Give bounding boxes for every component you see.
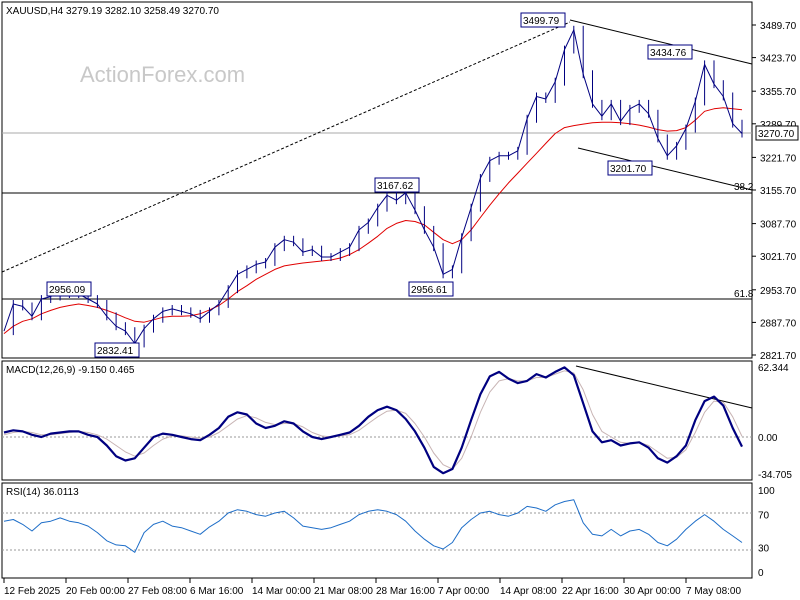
macd-y-tick-label: -34.705	[758, 470, 792, 481]
x-tick-label: 7 May 08:00	[686, 586, 741, 597]
rsi-series	[3, 499, 743, 553]
svg-text:3167.62: 3167.62	[377, 181, 414, 192]
price-y-tick-label: 2953.70	[760, 286, 797, 297]
macd-y-tick-label: 0.00	[758, 433, 778, 444]
macd-divergence-line	[575, 365, 753, 409]
macd-signal-line	[3, 370, 743, 470]
price-y-tick-label: 3155.70	[760, 186, 797, 197]
price-y-tick-label: 3289.70	[760, 120, 797, 131]
svg-text:3201.70: 3201.70	[610, 164, 647, 175]
x-tick-label: 21 Mar 08:00	[314, 586, 373, 597]
rsi-y-tick-label: 100	[758, 486, 775, 497]
macd-y-axis: 62.344 0.00 -34.705	[758, 363, 792, 481]
price-y-tick-label: 3087.70	[760, 220, 797, 231]
x-tick-label: 7 Apr 00:00	[438, 586, 490, 597]
x-tick-label: 30 Apr 00:00	[624, 586, 681, 597]
price-y-tick-label: 2887.70	[760, 318, 797, 329]
macd-line	[3, 366, 743, 475]
watermark: ActionForex.com	[80, 62, 245, 87]
x-axis: 12 Feb 2025 20 Feb 00:00 27 Feb 08:00 6 Mar…	[3, 578, 741, 597]
current-price-badge	[755, 125, 799, 141]
current-price-label: 3270.70	[758, 129, 795, 140]
x-tick-label: 20 Feb 00:00	[66, 586, 125, 597]
rsi-y-axis: 100 70 30 0	[758, 486, 775, 579]
annotation-feb-low: 2832.41	[94, 342, 140, 358]
macd-series	[3, 366, 743, 475]
fib-61-8-label: 61.8	[734, 289, 754, 300]
rsi-y-tick-label: 70	[758, 511, 770, 522]
x-tick-label: 6 Mar 16:00	[190, 586, 244, 597]
rsi-y-tick-label: 30	[758, 543, 770, 554]
svg-text:2956.61: 2956.61	[411, 285, 448, 296]
dotted-trend-line	[1, 21, 571, 273]
price-y-tick-label: 2821.70	[760, 351, 797, 362]
price-y-axis: 3489.70 3423.70 3355.70 3289.70 3221.70 3155.…	[752, 21, 797, 362]
annotation-high: 3499.79	[520, 12, 566, 28]
annotation-lower-high: 3434.76	[647, 44, 693, 60]
svg-text:2956.09: 2956.09	[49, 285, 86, 296]
svg-text:2832.41: 2832.41	[97, 346, 134, 357]
macd-y-tick-label: 62.344	[758, 363, 789, 374]
svg-text:3499.79: 3499.79	[523, 16, 560, 27]
x-tick-label: 14 Apr 08:00	[500, 586, 557, 597]
x-tick-label: 27 Feb 08:00	[128, 586, 187, 597]
annotation-prior-high: 3167.62	[374, 177, 420, 193]
price-y-tick-label: 3221.70	[760, 153, 797, 164]
price-pane-frame	[1, 1, 753, 359]
annotation-feb-high: 2956.09	[46, 281, 92, 297]
price-y-tick-label: 3021.70	[760, 252, 797, 263]
macd-title: MACD(12,26,9) -9.150 0.465	[6, 365, 135, 376]
rsi-y-tick-label: 0	[758, 568, 764, 579]
price-y-tick-label: 3423.70	[760, 54, 797, 65]
annotation-apr-low: 2956.61	[408, 281, 454, 297]
price-series	[3, 25, 743, 348]
x-tick-label: 14 Mar 00:00	[252, 586, 311, 597]
x-tick-label: 22 Apr 16:00	[562, 586, 619, 597]
svg-text:3434.76: 3434.76	[650, 48, 687, 59]
symbol-header: XAUUSD,H4 3279.19 3282.10 3258.49 3270.7…	[6, 6, 219, 17]
x-tick-label: 28 Mar 16:00	[376, 586, 435, 597]
ma-line	[3, 107, 743, 334]
price-line	[3, 29, 743, 344]
annotation-channel-low: 3201.70	[607, 160, 653, 176]
rsi-title: RSI(14) 36.0113	[6, 487, 79, 498]
fib-38-2-label: 38.2	[734, 182, 754, 193]
x-tick-label: 12 Feb 2025	[4, 586, 61, 597]
price-y-tick-label: 3355.70	[760, 87, 797, 98]
channel-lower-line	[577, 147, 753, 191]
rsi-line	[3, 499, 743, 553]
rsi-pane-frame	[1, 482, 753, 579]
macd-pane-frame	[1, 360, 753, 481]
channel-upper-line	[569, 19, 753, 65]
price-y-tick-label: 3489.70	[760, 21, 797, 32]
